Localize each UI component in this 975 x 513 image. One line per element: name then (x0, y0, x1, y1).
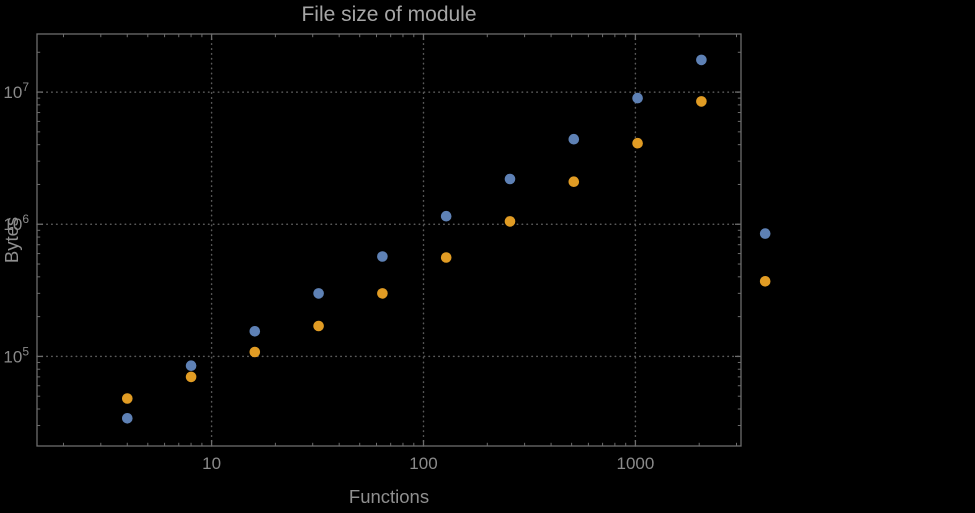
x-axis-title: Functions (348, 486, 430, 507)
x-tick-label: 100 (409, 454, 437, 473)
data-point-orange (759, 276, 771, 287)
data-point-blue (568, 133, 580, 145)
data-point-blue (440, 210, 452, 222)
data-point-orange (122, 393, 133, 404)
data-point-orange (440, 252, 452, 263)
data-point-blue (122, 413, 133, 424)
y-tick-label: 107 (3, 80, 29, 102)
data-point-orange (632, 137, 643, 149)
data-point-blue (249, 326, 261, 337)
data-point-blue (696, 54, 707, 66)
plot-frame (36, 33, 742, 447)
x-tick-label: 1000 (616, 454, 654, 473)
y-tick-label: 106 (3, 212, 29, 234)
data-point-blue (759, 228, 771, 239)
data-point-orange (504, 216, 516, 227)
chart-title: File size of module (301, 3, 477, 26)
y-tick-label: 105 (3, 344, 29, 366)
data-point-blue (632, 92, 643, 104)
data-point-orange (568, 176, 580, 187)
data-point-orange (249, 346, 261, 358)
y-axis-title: Bytes (1, 216, 22, 264)
x-tick-label: 10 (202, 454, 221, 473)
data-point-blue (313, 288, 324, 299)
data-point-blue (185, 360, 197, 372)
data-point-orange (377, 288, 388, 299)
data-point-blue (504, 173, 516, 185)
data-point-blue (377, 251, 388, 262)
data-point-orange (696, 96, 707, 107)
data-point-orange (185, 371, 197, 383)
data-point-orange (313, 320, 324, 332)
